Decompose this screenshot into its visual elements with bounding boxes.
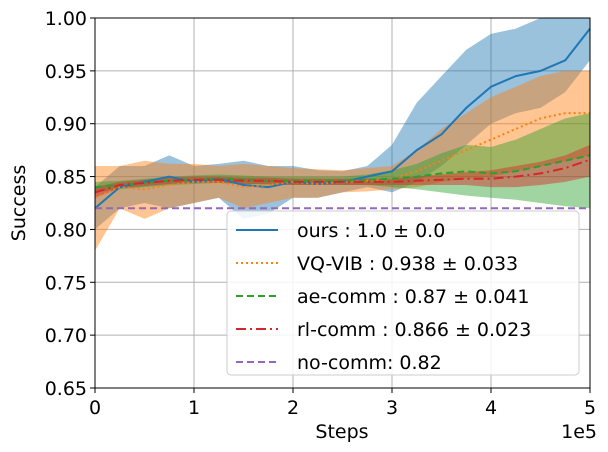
x-tick-label: 5 xyxy=(584,397,596,419)
legend-label: ours : 1.0 ± 0.0 xyxy=(297,220,445,242)
x-tick-label: 3 xyxy=(386,397,398,419)
y-tick-label: 0.65 xyxy=(45,378,87,400)
confidence-bands xyxy=(95,18,590,251)
y-tick-label: 0.70 xyxy=(45,325,87,347)
x-tick-label: 1 xyxy=(188,397,200,419)
legend-label: rl-comm : 0.866 ± 0.023 xyxy=(297,319,531,341)
x-axis-ticks: 0 1 2 3 4 5 xyxy=(89,388,596,419)
x-tick-label: 2 xyxy=(287,397,299,419)
confidence-band xyxy=(95,113,590,209)
legend-label: ae-comm : 0.87 ± 0.041 xyxy=(297,286,529,308)
x-axis-label: Steps xyxy=(315,421,368,443)
legend: ours : 1.0 ± 0.0 VQ-VIB : 0.938 ± 0.033 ae… xyxy=(226,210,580,376)
y-tick-label: 1.00 xyxy=(45,8,87,30)
y-tick-label: 0.80 xyxy=(45,219,87,241)
y-tick-label: 0.75 xyxy=(45,272,87,294)
legend-label: VQ-VIB : 0.938 ± 0.033 xyxy=(297,253,518,275)
legend-box xyxy=(226,210,580,376)
series-line xyxy=(94,158,591,194)
y-tick-label: 0.85 xyxy=(45,167,87,189)
confidence-band xyxy=(95,18,590,230)
plot-frame xyxy=(94,17,591,389)
series-lines xyxy=(94,27,591,210)
y-tick-label: 0.90 xyxy=(45,114,87,136)
x-tick-label: 4 xyxy=(485,397,497,419)
x-axis-offset-label: 1e5 xyxy=(561,421,597,443)
x-tick-label: 0 xyxy=(89,397,101,419)
y-tick-label: 0.95 xyxy=(45,61,87,83)
legend-label: no-comm: 0.82 xyxy=(297,352,442,374)
y-axis-label: Success xyxy=(8,165,30,241)
y-axis-ticks: 0.65 0.70 0.75 0.80 0.85 0.90 0.95 1.00 xyxy=(45,8,95,400)
confidence-band xyxy=(95,70,590,251)
confidence-band xyxy=(95,144,590,198)
